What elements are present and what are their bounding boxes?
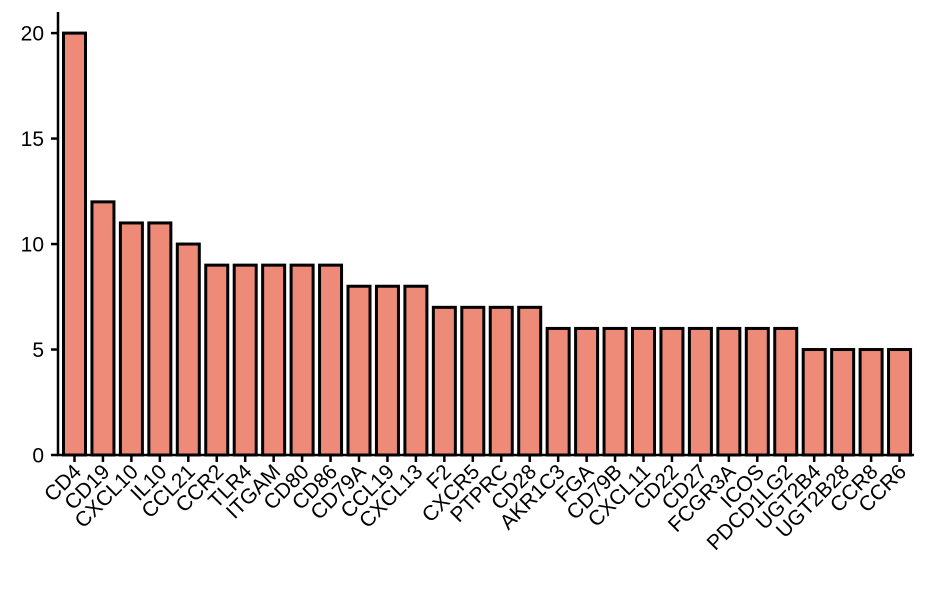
bar-cd22 — [659, 326, 685, 457]
x-ticks-group: CD4CD19CXCL10IL10CCL21CCR2TLR4ITGAMCD80C… — [40, 455, 911, 555]
y-tick-label: 5 — [32, 339, 44, 362]
y-tick-label: 10 — [21, 234, 44, 257]
bar-ptprc — [488, 305, 514, 457]
y-tick-label: 20 — [21, 23, 44, 46]
bars-group — [62, 31, 913, 457]
bar-f2 — [431, 305, 457, 457]
bar-il10 — [147, 221, 173, 457]
bar-cxcl13 — [403, 284, 429, 457]
bar-cxcr5 — [460, 305, 486, 457]
bar-cxcl10 — [118, 221, 144, 457]
bar-ccr8 — [858, 348, 884, 457]
bar-akr1c3 — [545, 326, 571, 457]
y-tick-label: 15 — [21, 128, 44, 151]
bar-cxcl11 — [631, 326, 656, 457]
bar-cd86 — [318, 263, 344, 457]
bar-ugt2b4 — [801, 348, 827, 457]
bar-cd79a — [346, 284, 372, 457]
bar-ccr2 — [204, 263, 230, 457]
y-tick-label: 0 — [32, 445, 44, 468]
bar-fga — [574, 326, 600, 457]
bar-cd4 — [62, 31, 87, 457]
bar-ccl21 — [175, 242, 201, 457]
bar-fcgr3a — [716, 326, 742, 457]
y-ticks-group: 0 5 10 15 20 — [21, 23, 58, 468]
bar-ccl19 — [374, 284, 400, 457]
bar-cd27 — [687, 326, 713, 457]
bar-ccr6 — [887, 348, 913, 457]
bar-cd80 — [289, 263, 315, 457]
bar-cd28 — [517, 305, 543, 457]
bar-itgam — [261, 263, 287, 457]
bar-pdcd1lg2 — [773, 326, 799, 457]
bar-cd79b — [602, 326, 628, 457]
bar-icos — [744, 326, 770, 457]
bar-tlr4 — [232, 263, 258, 457]
bar-ugt2b28 — [830, 348, 856, 457]
bar-cd19 — [90, 200, 116, 457]
